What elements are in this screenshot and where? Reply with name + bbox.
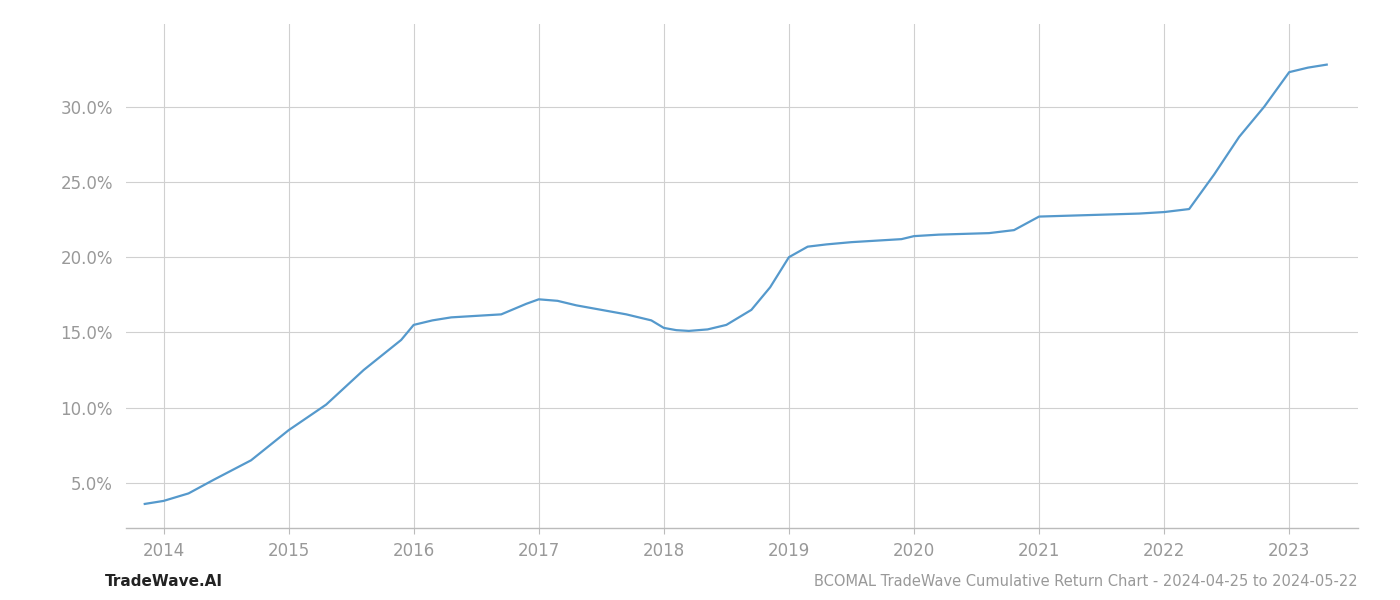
Text: TradeWave.AI: TradeWave.AI — [105, 574, 223, 589]
Text: BCOMAL TradeWave Cumulative Return Chart - 2024-04-25 to 2024-05-22: BCOMAL TradeWave Cumulative Return Chart… — [815, 574, 1358, 589]
